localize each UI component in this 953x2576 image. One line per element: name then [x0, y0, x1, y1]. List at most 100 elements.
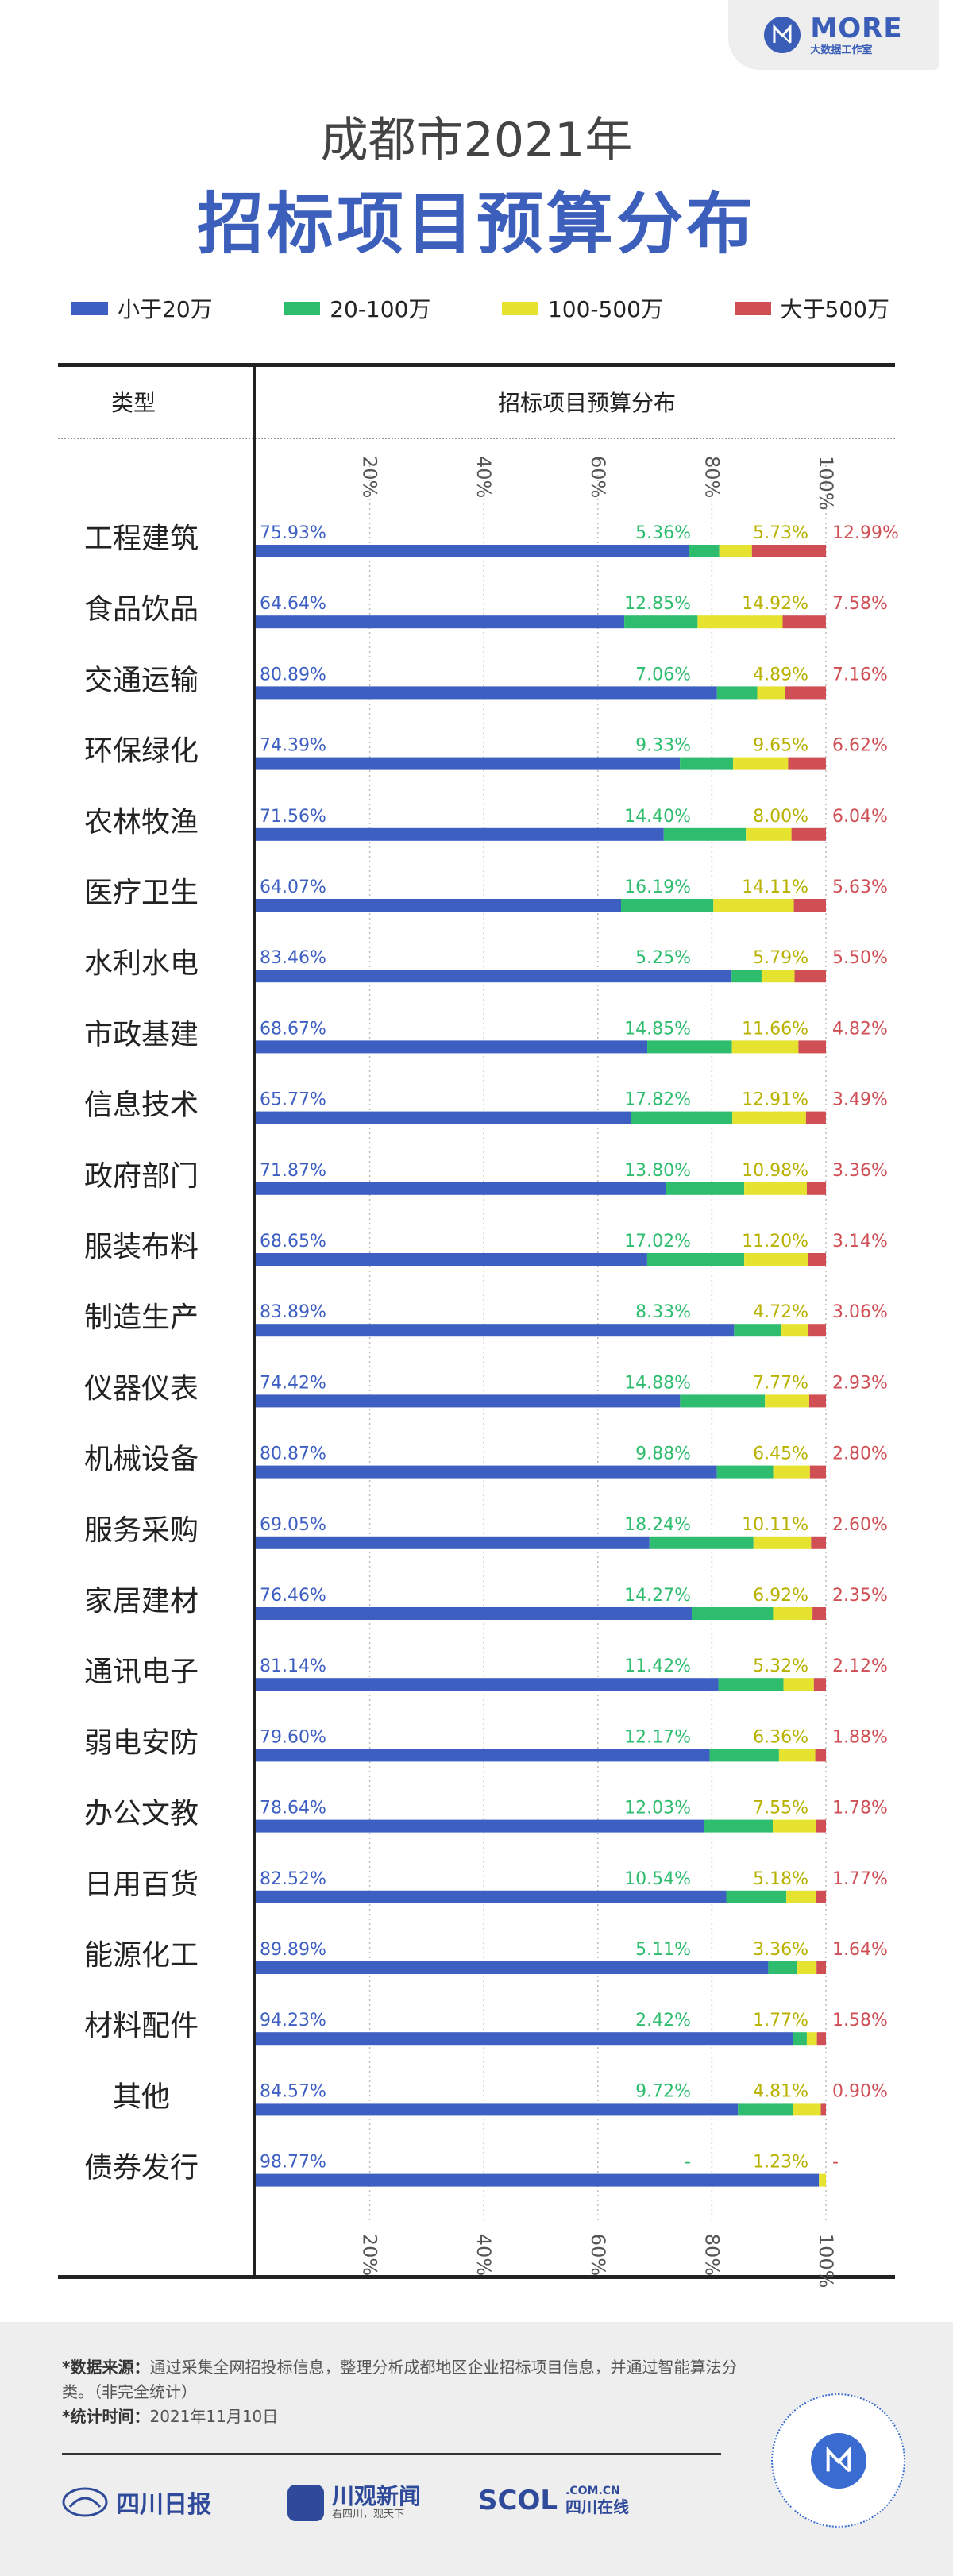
data-label-4: 4.82% [832, 1019, 888, 1039]
bar-segment-2 [666, 1182, 745, 1195]
data-label-1: 80.87% [260, 1444, 326, 1464]
bar-segment-1 [256, 1040, 648, 1054]
data-label-1: 64.64% [260, 594, 326, 614]
bar-segment-1 [256, 1394, 681, 1408]
bar-segment-2 [624, 615, 698, 629]
bar-segment-4 [816, 1819, 826, 1833]
data-label-2: 5.25% [635, 948, 691, 968]
bar-segment-1 [256, 1607, 692, 1620]
title-line-1: 成都市2021年 [320, 113, 633, 168]
scol-subtext: 四川在线 [565, 2497, 630, 2516]
bar-segment-4 [813, 1678, 826, 1691]
bar-segment-3 [746, 827, 792, 841]
chart-column-header: 招标项目预算分布 [498, 390, 677, 416]
data-label-2: 14.27% [624, 1586, 691, 1606]
bar-segment-4 [794, 970, 826, 983]
category-label: 农林牧渔 [84, 806, 199, 839]
category-label: 仪器仪表 [84, 1372, 199, 1405]
data-label-2: 7.06% [635, 665, 691, 684]
data-label-4: 3.36% [832, 1161, 888, 1181]
bar-segment-4 [809, 1465, 826, 1479]
bar-segment-4 [751, 545, 827, 557]
legend-item-gt500: 大于500万 [734, 292, 889, 324]
data-label-1: 83.89% [260, 1302, 326, 1322]
bar-segment-4 [788, 757, 826, 770]
legend-label: 100-500万 [547, 296, 663, 322]
bar-segment-3 [719, 545, 752, 557]
data-label-1: 83.46% [260, 948, 326, 968]
bar-segment-4 [808, 1324, 826, 1337]
data-label-2: 14.40% [624, 807, 691, 827]
category-label: 材料配件 [84, 2010, 199, 2042]
data-label-2: 14.88% [624, 1373, 691, 1393]
data-label-2: 9.72% [635, 2081, 691, 2101]
data-label-4: 2.12% [832, 1656, 888, 1676]
category-label: 食品饮品 [84, 593, 199, 626]
category-label: 通讯电子 [84, 1656, 199, 1688]
scol-text: SCOL [478, 2485, 558, 2516]
bar-segment-4 [811, 1536, 826, 1549]
category-label: 医疗卫生 [84, 877, 199, 909]
data-label-2: 2.42% [635, 2011, 691, 2030]
bar-segment-1 [256, 1111, 631, 1124]
table-bottom-rule [58, 2275, 895, 2279]
data-label-4: 6.04% [832, 807, 888, 827]
bar-segment-3 [778, 1749, 816, 1762]
data-label-4: 1.64% [832, 1940, 888, 1960]
data-label-3: 5.79% [753, 948, 808, 968]
data-label-3: 5.32% [753, 1656, 808, 1676]
bar-segment-2 [631, 1111, 733, 1124]
legend-label: 20-100万 [330, 296, 431, 322]
data-label-2: 8.33% [635, 1302, 691, 1322]
data-label-1: 69.05% [260, 1515, 326, 1535]
bar-segment-1 [256, 899, 622, 912]
source-label: *数据来源： [62, 2358, 150, 2377]
bar-segment-3 [819, 2173, 826, 2187]
data-label-1: 89.89% [260, 1940, 326, 1960]
data-label-2: 12.17% [624, 1727, 691, 1747]
table-top-rule [58, 363, 895, 367]
legend-label: 小于20万 [118, 296, 213, 322]
legend-label: 大于500万 [780, 296, 889, 322]
data-label-3: 4.72% [753, 1302, 808, 1322]
data-label-4: 3.49% [832, 1090, 888, 1110]
data-label-4: 1.58% [832, 2011, 888, 2030]
data-label-2: 9.88% [635, 1444, 691, 1464]
category-label: 债券发行 [84, 2152, 199, 2185]
data-label-2: 12.85% [624, 594, 691, 614]
category-label: 市政基建 [84, 1018, 199, 1051]
bar-segment-2 [718, 1678, 784, 1691]
data-label-4: - [832, 2153, 839, 2173]
data-label-1: 71.87% [260, 1161, 326, 1181]
data-label-4: 6.62% [832, 736, 888, 756]
data-label-2: 5.36% [635, 523, 691, 543]
time-text: 2021年11月10日 [149, 2407, 279, 2426]
bar-segment-3 [761, 970, 795, 983]
bar-segment-1 [256, 615, 625, 629]
sichuan-daily-logo: 四川日报 [62, 2485, 211, 2520]
data-label-3: 5.73% [753, 523, 808, 543]
bar-segment-4 [816, 1961, 826, 1974]
category-label: 工程建筑 [84, 523, 199, 555]
sichuan-daily-text: 四川日报 [116, 2491, 211, 2519]
data-label-4: 2.35% [832, 1586, 888, 1606]
bar-segment-3 [806, 2032, 817, 2046]
data-label-3: 8.00% [753, 807, 808, 827]
x-tick-label-top: 20% [359, 456, 381, 498]
bar-segment-2 [709, 1749, 779, 1762]
header-divider [58, 438, 895, 439]
data-label-3: 6.92% [753, 1586, 808, 1606]
x-tick-label-bottom: 100% [815, 2234, 837, 2289]
bar-segment-2 [716, 1465, 774, 1479]
category-label: 日用百货 [84, 1868, 199, 1901]
data-label-3: 3.36% [753, 1940, 808, 1960]
data-label-1: 65.77% [260, 1090, 326, 1110]
bar-segment-4 [785, 686, 826, 700]
more-logo-icon [764, 17, 801, 53]
data-label-2: 12.03% [624, 1799, 691, 1818]
bar-segment-2 [646, 1253, 745, 1266]
bar-segment-3 [773, 1465, 810, 1479]
data-label-4: 2.93% [832, 1373, 888, 1393]
data-label-1: 79.60% [260, 1727, 326, 1747]
scol-domain: .COM.CN [565, 2485, 620, 2498]
